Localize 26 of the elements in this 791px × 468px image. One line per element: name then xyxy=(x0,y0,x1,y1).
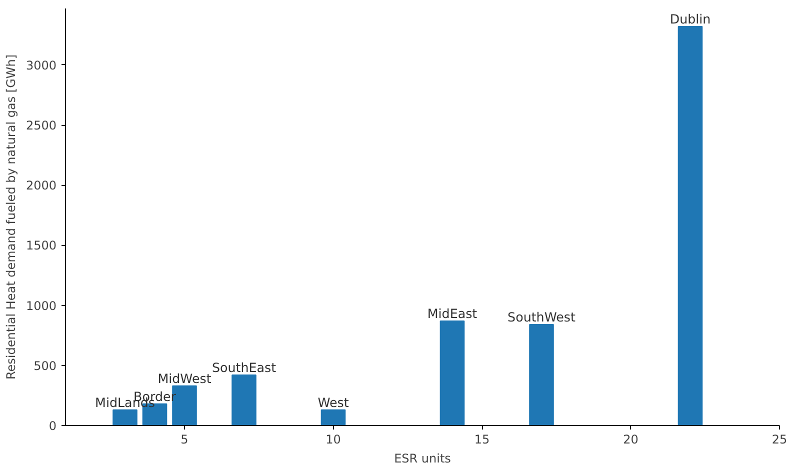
y-tick-label: 2000 xyxy=(26,178,57,193)
x-tick-label: 5 xyxy=(180,432,188,446)
y-tick-label: 0 xyxy=(48,419,57,433)
y-tick-label: 500 xyxy=(34,358,56,373)
y-tick-label: 1500 xyxy=(26,238,57,253)
annotation: MidWest xyxy=(158,370,212,386)
bar xyxy=(232,374,256,426)
bar xyxy=(678,26,703,426)
annotation: SouthEast xyxy=(212,360,276,376)
annotation: Dublin xyxy=(670,12,711,27)
x-tick-label: 15 xyxy=(474,432,490,446)
annotation: West xyxy=(318,394,349,410)
bar xyxy=(440,320,465,426)
x-tick-label: 10 xyxy=(326,432,341,446)
y-tick-label: 1000 xyxy=(26,298,57,313)
bar xyxy=(320,409,346,426)
x-axis-title: ESR units xyxy=(394,452,451,466)
annotation: SouthWest xyxy=(508,310,576,325)
y-tick-label: 3000 xyxy=(26,58,57,72)
bar xyxy=(529,324,554,426)
y-tick-label: 2500 xyxy=(26,118,57,133)
x-tick-label: 20 xyxy=(623,432,638,446)
x-tick-label: 25 xyxy=(772,432,788,446)
annotation: MidEast xyxy=(427,306,478,321)
bar xyxy=(112,409,138,426)
y-axis-title: Residential Heat demand fueled by natural gas [GWh] xyxy=(4,54,18,380)
